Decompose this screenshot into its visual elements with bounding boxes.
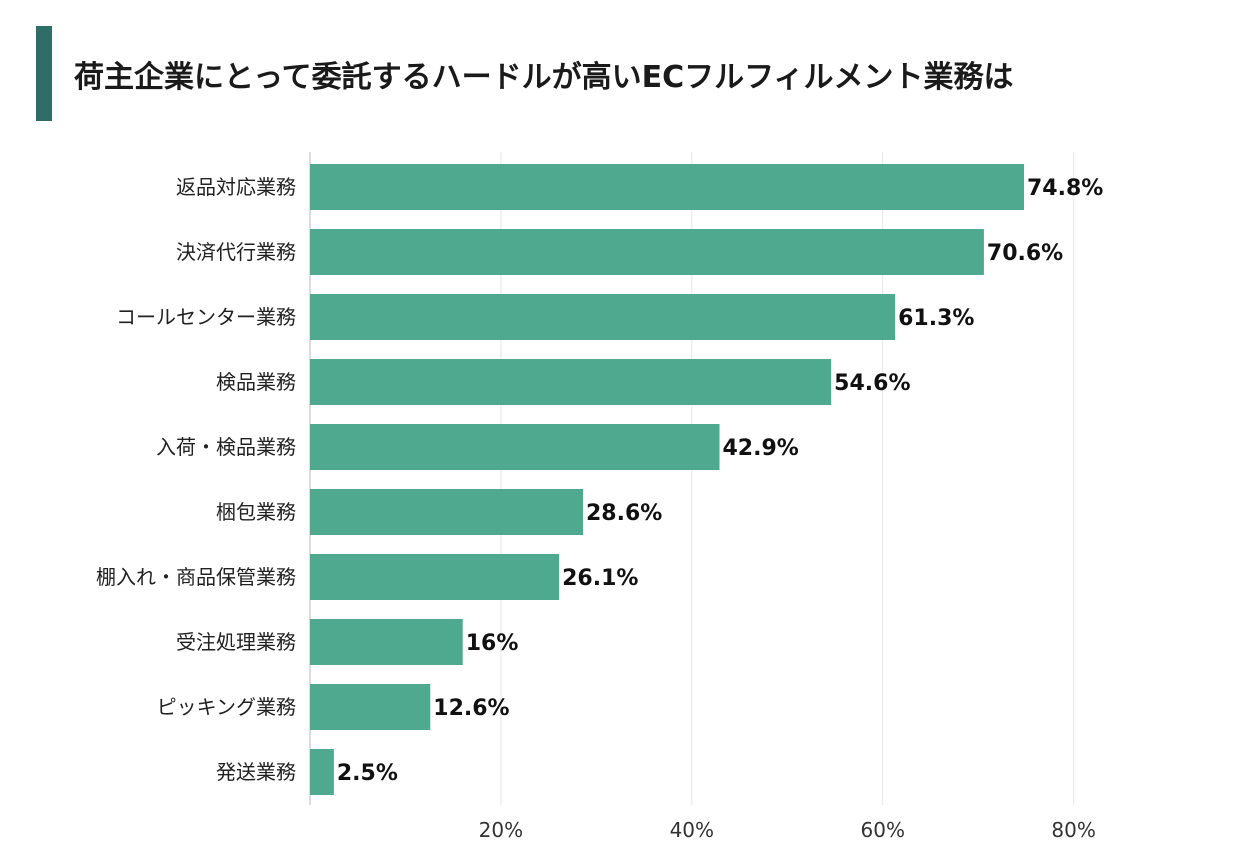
category-label: 梱包業務 — [216, 500, 296, 524]
bar — [310, 229, 984, 275]
category-label: 棚入れ・商品保管業務 — [96, 565, 296, 589]
value-label: 28.6% — [586, 501, 662, 526]
value-label: 70.6% — [987, 241, 1063, 266]
bar — [310, 619, 463, 665]
value-label: 61.3% — [898, 306, 974, 331]
bar — [310, 294, 896, 340]
title-accent-bar — [36, 26, 52, 121]
value-label: 74.8% — [1027, 176, 1103, 201]
bar — [310, 749, 334, 795]
chart-title: 荷主企業にとって委託するハードルが高いECフルフィルメント業務は — [74, 60, 1014, 95]
value-label: 26.1% — [562, 566, 638, 591]
x-tick-label: 80% — [1051, 818, 1095, 842]
x-tick-label: 20% — [479, 818, 523, 842]
bar — [310, 164, 1024, 210]
x-tick-label: 60% — [861, 818, 905, 842]
category-label: 返品対応業務 — [176, 175, 296, 199]
value-label: 54.6% — [834, 371, 910, 396]
x-tick-label: 40% — [670, 818, 714, 842]
value-label: 2.5% — [337, 761, 398, 786]
category-label: 発送業務 — [216, 760, 296, 784]
category-label: 受注処理業務 — [176, 630, 296, 654]
bar — [310, 359, 832, 405]
category-label: 入荷・検品業務 — [156, 435, 296, 459]
value-label: 42.9% — [723, 436, 799, 461]
category-label: ピッキング業務 — [157, 695, 296, 719]
value-label: 12.6% — [433, 696, 509, 721]
bar — [310, 424, 720, 470]
value-label: 16% — [466, 631, 519, 656]
category-label: 決済代行業務 — [176, 240, 296, 264]
category-label: 検品業務 — [216, 370, 296, 394]
bar — [310, 489, 583, 535]
category-label: コールセンター業務 — [116, 305, 296, 329]
bar — [310, 684, 431, 730]
bar — [310, 554, 560, 600]
